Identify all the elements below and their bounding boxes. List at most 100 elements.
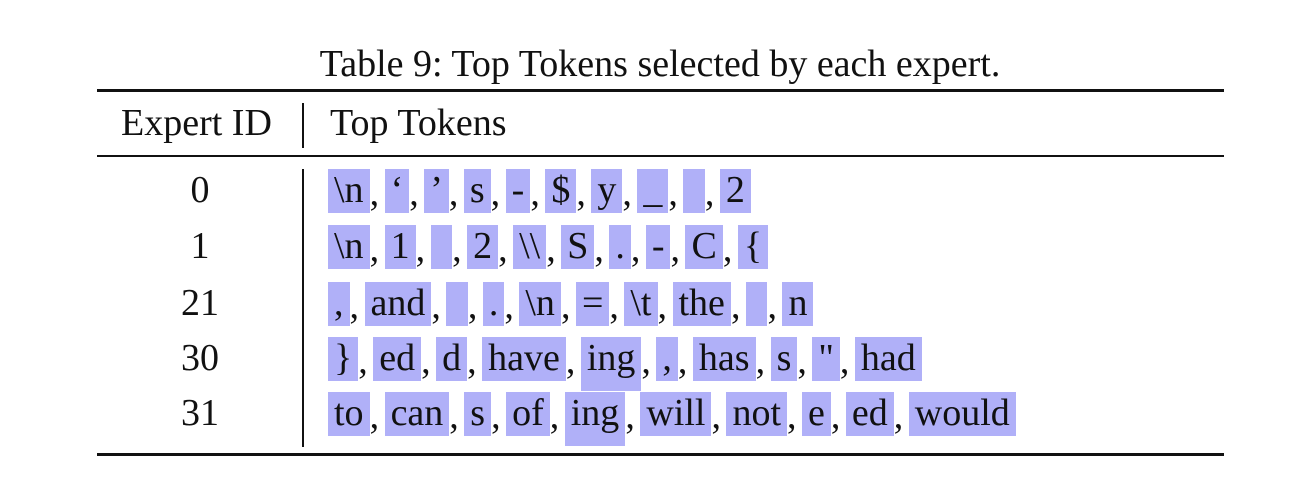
token-separator: , [677,340,688,382]
token-separator: , [560,285,571,327]
token-list: to, can, s, of, ing, will, not, e, ed, would [328,392,1016,446]
token-chip: ’ [424,169,449,213]
token-separator: , [668,172,678,214]
token-separator: , [498,228,508,270]
token-chip: C [685,225,723,269]
expert-id-cell: 0 [190,169,210,211]
token-separator: , [839,340,850,382]
token-chip: . [482,282,505,326]
token-separator: , [622,172,632,214]
token-chip: had [854,337,922,381]
token-separator: , [421,340,431,382]
token-separator: , [630,228,641,270]
token-separator: , [704,172,715,214]
token-chip: " [812,337,840,381]
token-chip: \t [624,282,658,326]
token-chip: s [463,169,491,213]
token-chip: 2 [719,169,751,213]
token-chip: $ [545,169,577,213]
token-separator: , [830,395,841,437]
token-chip: , [328,282,350,326]
token-separator: , [657,285,668,327]
token-list: }, ed, d, have, ing,,, has, s, ", had [328,337,922,391]
token-chip: \n [519,282,561,326]
token-chip: - [505,169,531,213]
token-separator: , [722,228,733,270]
bottom-rule [97,453,1224,456]
token-chip [430,225,453,269]
token-chip: d [436,337,468,381]
expert-id-cell: 30 [181,337,219,379]
token-separator: , [448,172,459,214]
token-chip: e [802,392,831,436]
expert-id-cell: 31 [181,392,219,434]
token-chip: 2 [467,225,499,269]
token-separator: , [415,228,426,270]
top-rule [97,89,1224,92]
token-separator: , [797,340,807,382]
token-chip: , [656,337,678,381]
token-separator: , [431,285,441,327]
token-chip: ing [564,392,626,446]
token-chip: \n [328,169,370,213]
token-separator: , [491,395,501,437]
token-separator: , [530,172,540,214]
token-chip: to [328,392,370,436]
table-row: 30 }, ed, d, have, ing,,, has, s, ", had [0,334,1303,391]
token-separator: , [641,340,651,382]
token-separator: , [409,172,419,214]
token-chip: { [737,225,769,269]
token-chip: _ [637,169,669,213]
token-list: \n, 1, , 2, \\, S,., -, C,{ [328,225,769,270]
token-chip: would [908,392,1016,436]
token-separator: , [549,395,560,437]
token-separator: , [490,172,501,214]
table-caption: Table 9: Top Tokens selected by each exp… [319,43,1001,85]
token-separator: , [893,395,904,437]
table-row: 0 \n, ‘,’, s, -, $, y, _, ,2 [0,166,1303,216]
token-chip: s [770,337,798,381]
token-chip: ed [845,392,894,436]
token-chip [745,282,768,326]
token-chip: ing [580,337,642,391]
token-separator: , [625,395,635,437]
table-row: 31 to, can, s, of, ing, will, not, e, ed, would [0,389,1303,446]
token-chip: = [575,282,610,326]
token-separator: , [609,285,619,327]
token-chip: s [464,392,492,436]
token-chip: not [726,392,787,436]
token-chip: y [591,169,623,213]
token-chip: } [328,337,359,381]
token-separator: , [452,228,462,270]
token-separator: , [467,340,477,382]
token-chip: \\ [513,225,547,269]
token-separator: , [594,228,604,270]
token-chip: \n [328,225,370,269]
token-list: \n, ‘,’, s, -, $, y, _, ,2 [328,169,751,214]
token-chip: have [482,337,566,381]
table-row: 21,, and, ,., \n, =, \t, the, ,n [0,279,1303,329]
token-chip: n [782,282,814,326]
token-separator: , [504,285,514,327]
token-separator: , [670,228,680,270]
token-chip: S [561,225,595,269]
token-separator: , [449,395,459,437]
token-chip [683,169,705,213]
token-separator: , [755,340,766,382]
token-separator: , [730,285,741,327]
token-chip: and [364,282,432,326]
token-chip: . [609,225,631,269]
token-separator: , [711,395,721,437]
header-rule [97,155,1224,157]
header-column-divider [302,103,304,148]
token-separator: , [369,172,380,214]
token-separator: , [358,340,368,382]
body-column-divider [302,169,304,447]
token-chip: can [384,392,450,436]
token-chip: - [645,225,671,269]
token-separator: , [576,172,586,214]
column-header-top-tokens: Top Tokens [330,102,507,144]
token-separator: , [546,228,556,270]
token-chip: will [640,392,712,436]
expert-id-cell: 21 [181,282,219,324]
